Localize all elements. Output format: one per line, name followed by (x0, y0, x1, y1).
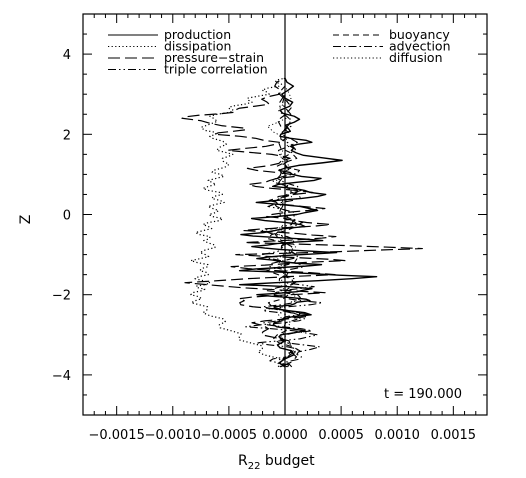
legend-label: advection (389, 39, 451, 54)
y-tick-label: −2 (52, 289, 71, 304)
legend-item-right: diffusion (333, 50, 443, 65)
x-axis-label-subscript: 22 (248, 461, 261, 472)
legend-label: dissipation (164, 39, 231, 54)
legend-label: diffusion (389, 50, 443, 65)
x-tick-label: 0.0010 (374, 428, 420, 443)
x-tick-label: 0.0015 (431, 428, 477, 443)
series-line-buoyancy (266, 85, 301, 368)
legend-label: production (164, 27, 231, 42)
x-axis-label: R22 budget (238, 453, 315, 472)
series-line-dissipation (190, 77, 286, 368)
series-line-triple-correlation (245, 93, 323, 368)
legend-label: pressure−strain (164, 50, 264, 65)
y-axis-label: Z (18, 215, 34, 225)
x-tick-label: 0.0005 (318, 428, 364, 443)
x-axis-label-main: R (238, 453, 248, 469)
legend-label: triple correlation (164, 62, 268, 77)
x-tick-label: −0.0010 (145, 428, 201, 443)
x-tick-label: 0.0000 (262, 428, 308, 443)
x-tick-label: −0.0015 (88, 428, 144, 443)
legend-item-left: dissipation (108, 39, 231, 54)
legend-label: buoyancy (389, 27, 450, 42)
time-annotation: t = 190.000 (384, 387, 462, 402)
series-line-pressure-strain (181, 77, 423, 368)
legend-item-left: production (108, 27, 231, 42)
x-tick-label: −0.0005 (201, 428, 257, 443)
legend-item-left: triple correlation (108, 62, 268, 77)
legend-item-left: pressure−strain (108, 50, 264, 65)
y-tick-label: 4 (63, 48, 71, 63)
legend-item-right: buoyancy (333, 27, 450, 42)
axes-layer: −0.0015 −0.0010 −0.0005 0.0000 0.0005 0.0010 0… (52, 13, 488, 443)
y-tick-label: −4 (52, 369, 71, 384)
y-tick-label: 0 (63, 209, 71, 224)
series-layer (181, 77, 423, 368)
legend: productiondissipationpressure−straintrip… (108, 27, 451, 77)
x-axis-label-rest: budget (260, 453, 315, 469)
legend-item-right: advection (333, 39, 451, 54)
y-tick-label: 2 (63, 128, 71, 143)
